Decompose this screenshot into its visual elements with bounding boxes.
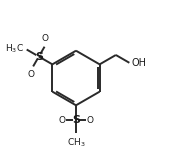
Text: O: O bbox=[87, 116, 94, 125]
Text: CH$_3$: CH$_3$ bbox=[67, 136, 85, 149]
Text: O: O bbox=[42, 34, 49, 43]
Text: H$_3$C: H$_3$C bbox=[5, 42, 23, 55]
Text: OH: OH bbox=[131, 58, 146, 68]
Text: O: O bbox=[28, 70, 35, 79]
Text: O: O bbox=[58, 116, 65, 125]
Text: S: S bbox=[72, 115, 80, 125]
Text: S: S bbox=[35, 51, 43, 62]
